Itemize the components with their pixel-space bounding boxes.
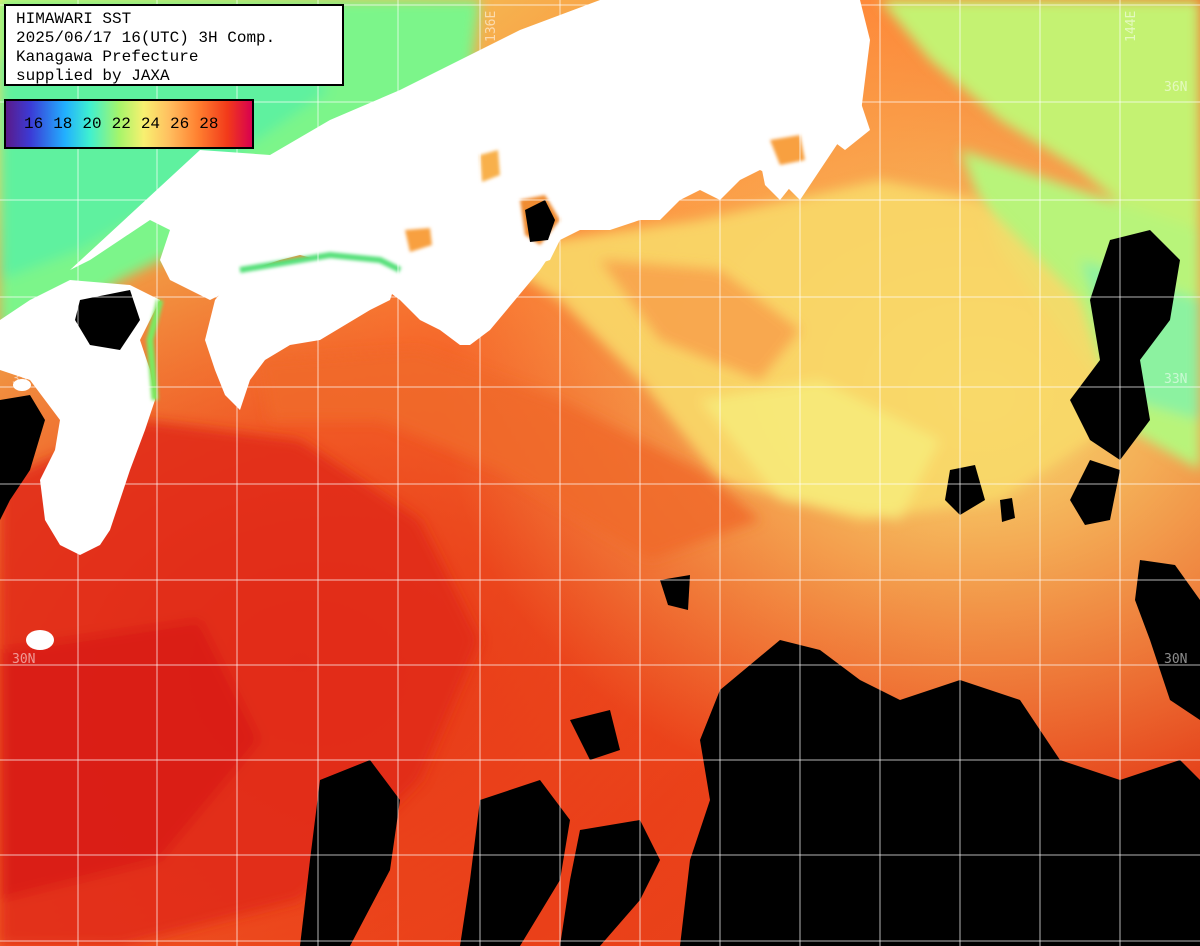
kii-peninsula (470, 240, 560, 345)
legend-tick: 26 (170, 115, 190, 133)
honshu-land (70, 0, 870, 345)
info-supplier: supplied by JAXA (16, 67, 170, 85)
cloud-cover (0, 200, 1200, 946)
temperature-legend: 16 18 20 22 24 26 28 (4, 99, 254, 149)
legend-tick: 24 (140, 115, 161, 133)
tanegashima-island (26, 630, 54, 650)
info-prefecture: Kanagawa Prefecture (16, 48, 199, 66)
info-datetime: 2025/06/17 16(UTC) 3H Comp. (16, 29, 276, 47)
legend-tick: 16 (24, 115, 44, 133)
info-box: HIMAWARI SST 2025/06/17 16(UTC) 3H Comp.… (4, 4, 344, 86)
legend-tick: 22 (111, 115, 131, 133)
boso-peninsula (825, 100, 870, 150)
shikoku-land (205, 255, 400, 410)
kuroshio-band (260, 260, 800, 560)
legend-tick: 20 (82, 115, 102, 133)
legend-tick: 28 (199, 115, 219, 133)
legend-tick: 18 (53, 115, 73, 133)
info-title: HIMAWARI SST (16, 10, 132, 28)
